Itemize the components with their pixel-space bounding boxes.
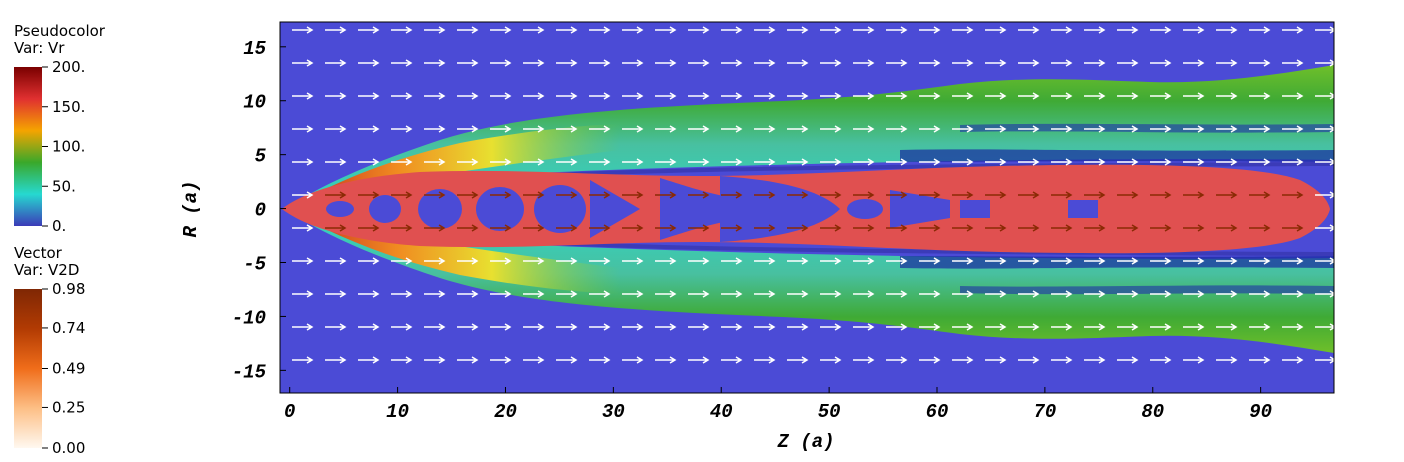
x-tick-label: 40	[710, 401, 733, 423]
x-tick-label: 10	[386, 401, 409, 423]
y-tick-label: -5	[243, 254, 266, 276]
x-tick-label: 90	[1249, 401, 1272, 423]
y-axis-label: R (a)	[180, 180, 202, 237]
colorbar-tick-label: 0.98	[52, 280, 85, 298]
y-tick-label: 5	[255, 146, 267, 168]
legend-var: Var: Vr	[14, 39, 65, 57]
vector-arrows	[292, 26, 1337, 364]
colorbar	[14, 67, 42, 226]
x-tick-label: 20	[494, 401, 517, 423]
arrow	[325, 191, 1304, 232]
colorbar-tick-label: 100.	[52, 138, 85, 156]
y-tick-label: 0	[255, 200, 266, 222]
y-tick-label: 10	[243, 92, 266, 114]
x-tick-label: 0	[284, 401, 295, 423]
x-tick-label: 50	[818, 401, 841, 423]
legend-title: Pseudocolor	[14, 22, 106, 40]
x-tick-label: 60	[926, 401, 949, 423]
colorbar-tick-label: 0.25	[52, 398, 85, 416]
legend-var: Var: V2D	[14, 261, 79, 279]
y-tick-label: -10	[232, 307, 266, 329]
x-axis-label: Z (a)	[776, 431, 834, 453]
colorbar-tick-label: 200.	[52, 58, 85, 76]
colorbar-tick-label: 0.00	[52, 439, 85, 457]
x-tick-label: 80	[1141, 401, 1164, 423]
colorbar	[14, 289, 42, 448]
colorbar-tick-label: 0.49	[52, 360, 85, 378]
colorbar-tick-label: 50.	[52, 177, 76, 195]
x-tick-label: 70	[1033, 401, 1056, 423]
plot-field	[280, 22, 1337, 393]
legend-title: Vector	[14, 244, 63, 262]
x-tick-label: 30	[602, 401, 625, 423]
y-tick-label: 15	[243, 38, 266, 60]
colorbar-tick-label: 0.	[52, 217, 66, 235]
colorbar-tick-label: 0.74	[52, 319, 85, 337]
arrow	[292, 26, 1337, 364]
y-tick-label: -15	[232, 361, 267, 383]
colorbar-tick-label: 150.	[52, 98, 85, 116]
